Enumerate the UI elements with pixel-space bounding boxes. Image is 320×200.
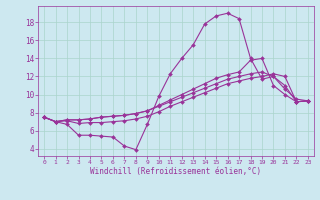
X-axis label: Windchill (Refroidissement éolien,°C): Windchill (Refroidissement éolien,°C)	[91, 167, 261, 176]
